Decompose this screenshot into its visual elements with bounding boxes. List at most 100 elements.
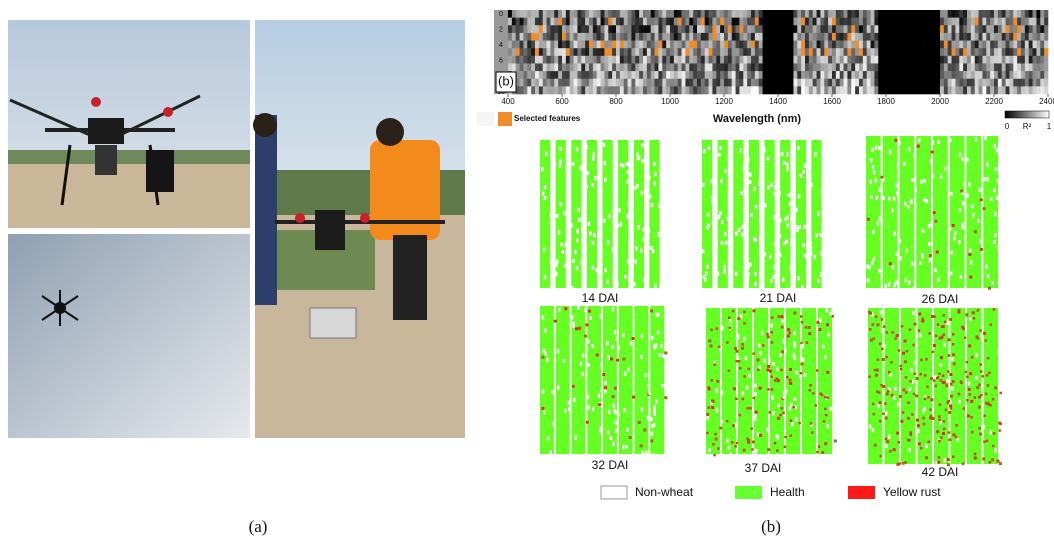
field-speck xyxy=(728,370,731,373)
heatmap-cell xyxy=(913,63,917,71)
heatmap-cell xyxy=(539,63,543,71)
field-speck xyxy=(641,408,644,412)
field-speck xyxy=(776,378,779,381)
field-speck xyxy=(886,440,889,443)
heatmap-cell xyxy=(786,86,790,94)
heatmap-cell xyxy=(589,56,593,64)
heatmap-cell xyxy=(793,86,797,94)
heatmap-cell xyxy=(701,33,705,41)
field-speck xyxy=(971,356,974,359)
heatmap-cell xyxy=(643,63,647,71)
field-speck xyxy=(560,202,563,206)
heatmap-cell xyxy=(971,48,975,56)
heatmap-cell xyxy=(558,18,562,26)
field-speck xyxy=(793,214,796,218)
heatmap-cell xyxy=(577,41,581,49)
heatmap-cell xyxy=(867,41,871,49)
heatmap-cell xyxy=(531,33,535,41)
field-speck xyxy=(950,407,953,410)
field-speck xyxy=(921,253,924,257)
heatmap-cell xyxy=(697,10,701,18)
field-speck xyxy=(739,367,742,370)
field-speck xyxy=(821,451,824,454)
heatmap-cell xyxy=(1044,79,1048,87)
field-map xyxy=(868,308,1002,466)
field-speck xyxy=(933,315,936,318)
heatmap-cell xyxy=(666,79,670,87)
field-speck xyxy=(824,355,827,359)
heatmap-cell xyxy=(894,71,898,79)
heatmap-cell xyxy=(882,10,886,18)
heatmap-cell xyxy=(747,56,751,64)
heatmap-cell xyxy=(809,86,813,94)
field-speck xyxy=(870,180,873,184)
field-speck xyxy=(926,386,929,389)
heatmap-cell xyxy=(608,25,612,33)
field-speck xyxy=(920,373,923,376)
heatmap-cell xyxy=(658,33,662,41)
heatmap-cell xyxy=(574,10,578,18)
field-speck xyxy=(929,258,932,262)
field-speck xyxy=(882,358,885,361)
heatmap-cell xyxy=(597,56,601,64)
heatmap-cell xyxy=(944,86,948,94)
field-speck xyxy=(947,458,950,461)
heatmap-cell xyxy=(593,48,597,56)
heatmap-cell xyxy=(901,33,905,41)
field-speck xyxy=(808,332,811,335)
heatmap-cell xyxy=(770,10,774,18)
heatmap-cell xyxy=(593,18,597,26)
heatmap-cell xyxy=(705,18,709,26)
heatmap-cell xyxy=(527,48,531,56)
heatmap-cell xyxy=(1036,48,1040,56)
field-speck xyxy=(794,397,797,401)
heatmap-cell xyxy=(828,25,832,33)
heatmap-cell xyxy=(531,79,535,87)
field-speck xyxy=(978,406,981,409)
heatmap-cell xyxy=(616,86,620,94)
heatmap-cell xyxy=(801,86,805,94)
heatmap-cell xyxy=(624,48,628,56)
field-speck xyxy=(905,278,908,282)
field-speck xyxy=(627,170,630,174)
heatmap-cell xyxy=(601,33,605,41)
heatmap-cell xyxy=(921,25,925,33)
heatmap-cell xyxy=(658,63,662,71)
legend-swatch xyxy=(498,112,512,126)
field-speck xyxy=(626,445,629,449)
heatmap-cell xyxy=(1002,33,1006,41)
heatmap-cell xyxy=(840,10,844,18)
legend-swatch-health xyxy=(735,486,762,499)
field-speck xyxy=(626,162,629,166)
y-tick-label: 6 xyxy=(499,58,503,65)
heatmap-cell xyxy=(967,18,971,26)
field-speck xyxy=(824,442,827,445)
heatmap-cell xyxy=(666,56,670,64)
field-speck xyxy=(579,362,582,366)
heatmap-cell xyxy=(971,71,975,79)
field-speck xyxy=(994,448,997,452)
field-speck xyxy=(933,211,936,214)
heatmap-cell xyxy=(990,10,994,18)
legend-label: Yellow rust xyxy=(883,485,941,499)
heatmap-cell xyxy=(952,10,956,18)
field-speck xyxy=(584,308,587,312)
heatmap-cell xyxy=(967,79,971,87)
heatmap-cell xyxy=(747,48,751,56)
heatmap-cell xyxy=(913,79,917,87)
heatmap-cell xyxy=(674,10,678,18)
field-speck xyxy=(592,344,595,348)
heatmap-cell xyxy=(747,86,751,94)
heatmap-cell xyxy=(732,18,736,26)
heatmap-cell xyxy=(701,71,705,79)
heatmap-cell xyxy=(535,10,539,18)
heatmap-cell xyxy=(979,86,983,94)
heatmap-cell xyxy=(678,63,682,71)
heatmap-cell xyxy=(809,33,813,41)
heatmap-cell xyxy=(790,56,794,64)
field-speck xyxy=(819,233,822,237)
field-speck xyxy=(582,183,585,187)
field-speck xyxy=(791,259,794,263)
field-speck xyxy=(897,163,900,167)
heatmap-cell xyxy=(547,48,551,56)
